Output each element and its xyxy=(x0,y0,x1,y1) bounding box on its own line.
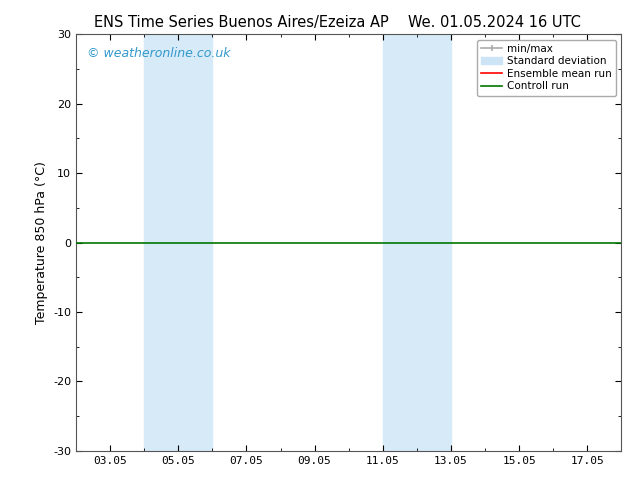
Text: We. 01.05.2024 16 UTC: We. 01.05.2024 16 UTC xyxy=(408,15,581,30)
Bar xyxy=(144,34,212,451)
Legend: min/max, Standard deviation, Ensemble mean run, Controll run: min/max, Standard deviation, Ensemble me… xyxy=(477,40,616,96)
Text: © weatheronline.co.uk: © weatheronline.co.uk xyxy=(87,47,231,60)
Bar xyxy=(383,34,451,451)
Y-axis label: Temperature 850 hPa (°C): Temperature 850 hPa (°C) xyxy=(34,161,48,324)
Text: ENS Time Series Buenos Aires/Ezeiza AP: ENS Time Series Buenos Aires/Ezeiza AP xyxy=(94,15,388,30)
